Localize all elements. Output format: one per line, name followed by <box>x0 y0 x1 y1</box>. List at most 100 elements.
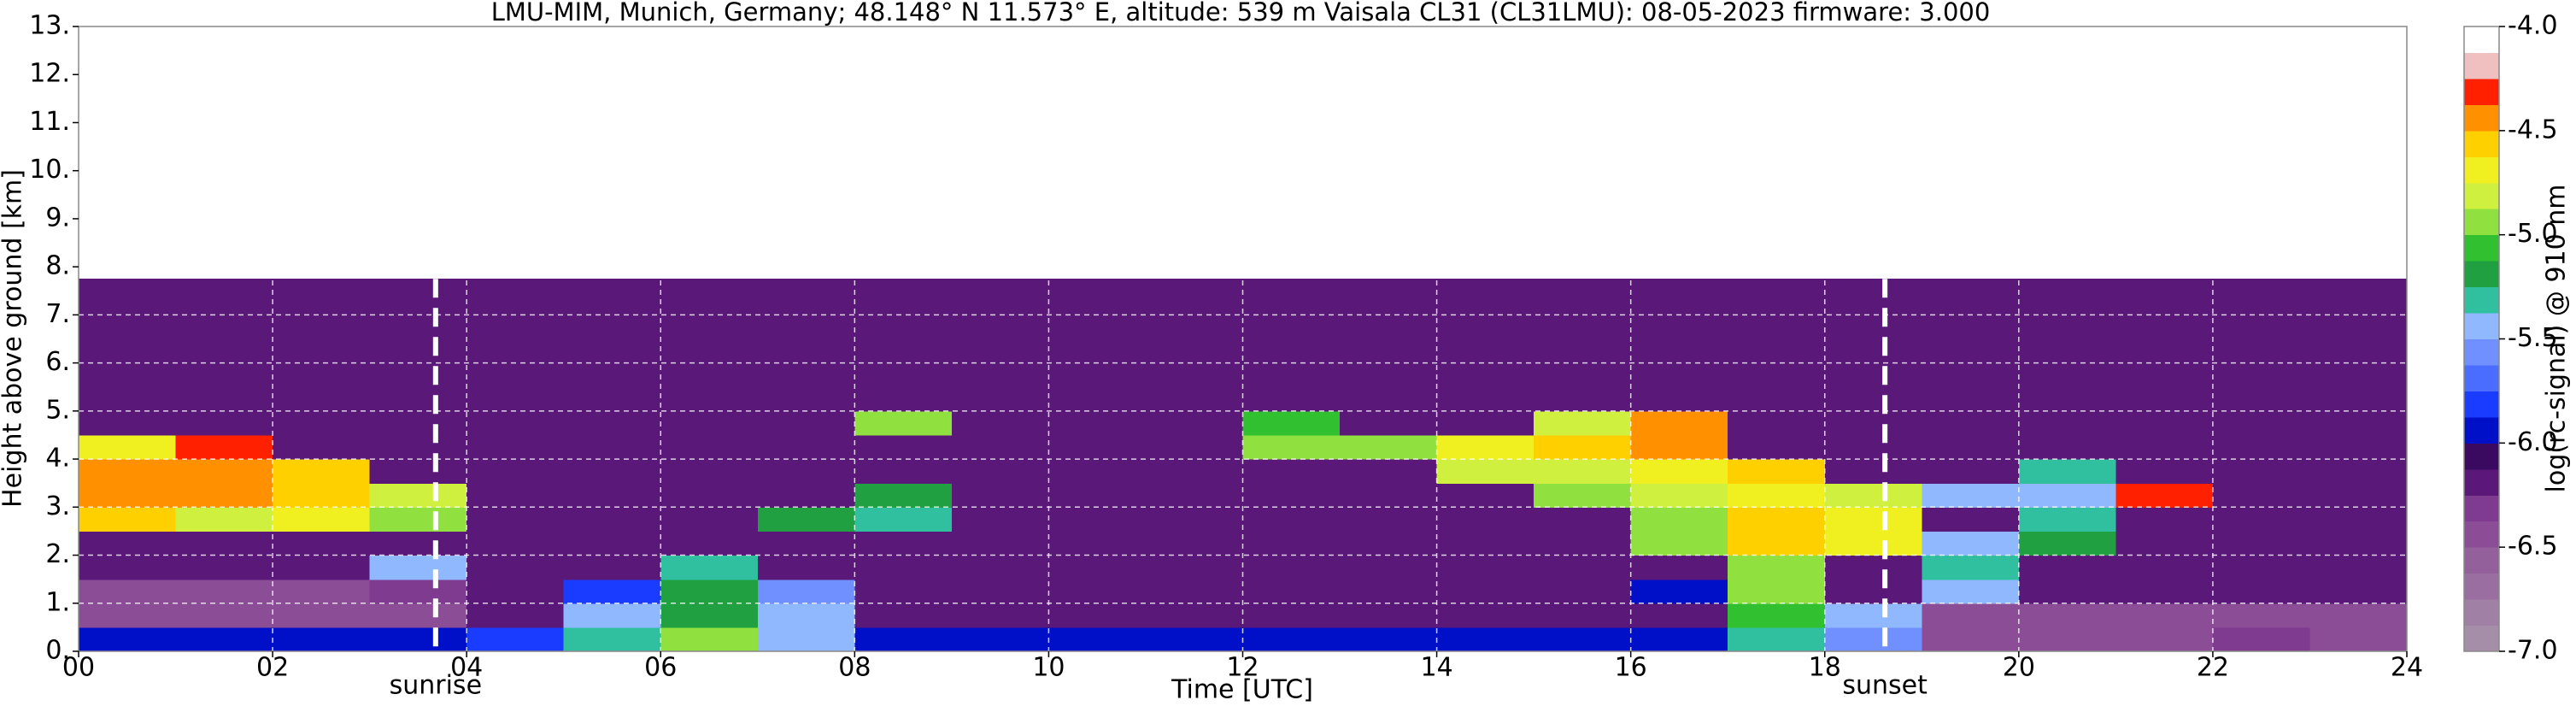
heatmap-cell <box>273 579 371 604</box>
heatmap-cell <box>1048 627 1147 652</box>
y-tick-label: 1. <box>45 587 70 617</box>
heatmap-cell <box>466 459 565 484</box>
heatmap-cell <box>1340 338 1438 364</box>
heatmap-cell <box>466 483 565 508</box>
heatmap-cell <box>1436 531 1534 556</box>
heatmap-cell <box>1728 603 1826 628</box>
heatmap-cell <box>757 386 855 412</box>
heatmap-cell <box>2309 555 2408 580</box>
heatmap-cell <box>1242 555 1341 580</box>
heatmap-cell <box>175 386 273 412</box>
colorbar-swatch <box>2464 78 2499 105</box>
heatmap-cell <box>1048 483 1147 508</box>
heatmap-cell <box>1824 627 1922 652</box>
heatmap-cell <box>660 627 759 652</box>
heatmap-cell <box>1630 338 1728 364</box>
heatmap-cell <box>2212 483 2311 508</box>
heatmap-cell <box>2212 386 2311 412</box>
y-tick-label: 0. <box>45 636 70 666</box>
heatmap-cell <box>1534 338 1632 364</box>
heatmap-cell <box>1824 386 1922 412</box>
heatmap-cell <box>2018 410 2116 436</box>
colorbar-swatch <box>2464 338 2499 366</box>
heatmap-cell <box>2115 338 2214 364</box>
heatmap-cell <box>1824 315 1922 340</box>
heatmap-cell <box>1048 315 1147 340</box>
heatmap-cell <box>466 386 565 412</box>
heatmap-cell <box>1145 555 1244 580</box>
heatmap-cell <box>1242 627 1341 652</box>
heatmap-cell <box>660 483 759 508</box>
y-tick-label: 2. <box>45 539 70 569</box>
heatmap-cell <box>1534 507 1632 532</box>
heatmap-cell <box>563 603 661 628</box>
heatmap-cell <box>951 338 1050 364</box>
heatmap-cell <box>563 627 661 652</box>
y-tick-label: 12. <box>29 59 70 89</box>
heatmap-cell <box>79 459 177 484</box>
heatmap-cell <box>1436 459 1534 484</box>
heatmap-cell <box>563 291 661 315</box>
x-tick-label: 10 <box>1032 653 1065 683</box>
heatmap-cell <box>466 434 565 460</box>
heatmap-cell <box>757 579 855 604</box>
heatmap-cell <box>175 603 273 628</box>
colorbar-tick-label: -4.0 <box>2508 11 2558 41</box>
x-tick-label: 20 <box>2003 653 2035 683</box>
y-tick-label: 3. <box>45 491 70 521</box>
heatmap-cell <box>1824 603 1922 628</box>
heatmap-cell <box>1922 315 2020 340</box>
x-axis-label: Time [UTC] <box>1171 675 1313 705</box>
heatmap-cell <box>1824 507 1922 532</box>
heatmap-cell <box>1436 434 1534 460</box>
heatmap-cell <box>854 459 953 484</box>
heatmap-cell <box>1534 362 1632 388</box>
heatmap-cell <box>2212 434 2311 460</box>
heatmap-cell <box>1630 507 1728 532</box>
annotation-label: sunset <box>1842 671 1928 701</box>
heatmap-cell <box>1728 531 1826 556</box>
colorbar-swatch <box>2464 313 2499 339</box>
heatmap-cell <box>660 579 759 604</box>
colorbar-swatch <box>2464 209 2499 236</box>
heatmap-cell <box>2115 279 2214 291</box>
heatmap-cell <box>1728 579 1826 604</box>
heatmap-cell <box>1824 531 1922 556</box>
heatmap-cell <box>757 555 855 580</box>
heatmap-cell <box>1145 386 1244 412</box>
heatmap-cell <box>757 459 855 484</box>
heatmap-cell <box>1630 603 1728 628</box>
heatmap-cell <box>757 338 855 364</box>
heatmap-cell <box>2212 315 2311 340</box>
heatmap-cell <box>854 291 953 315</box>
heatmap-cell <box>1922 579 2020 604</box>
heatmap-cell <box>1242 362 1341 388</box>
heatmap-cell <box>273 338 371 364</box>
heatmap-cell <box>1145 279 1244 291</box>
colorbar-swatch <box>2464 391 2499 418</box>
heatmap-cell <box>2309 507 2408 532</box>
heatmap-cell <box>2115 627 2214 652</box>
heatmap-cell <box>2212 459 2311 484</box>
heatmap-cell <box>79 386 177 412</box>
heatmap-cell <box>1242 603 1341 628</box>
heatmap-cell <box>1145 531 1244 556</box>
heatmap-cell <box>273 627 371 652</box>
heatmap-cell <box>369 507 467 532</box>
heatmap-cell <box>1145 410 1244 436</box>
heatmap-cell <box>466 531 565 556</box>
heatmap-cell <box>854 434 953 460</box>
heatmap-cell <box>2309 627 2408 652</box>
heatmap-cell <box>466 279 565 291</box>
heatmap-cell <box>660 386 759 412</box>
heatmap-cell <box>1048 507 1147 532</box>
heatmap-cell <box>79 291 177 315</box>
heatmap-cell <box>1728 434 1826 460</box>
heatmap-cell <box>2115 579 2214 604</box>
heatmap-cell <box>175 579 273 604</box>
heatmap-cell <box>79 555 177 580</box>
heatmap-cell <box>1340 434 1438 460</box>
heatmap-cell <box>854 555 953 580</box>
colorbar-swatch <box>2464 495 2499 522</box>
heatmap-cell <box>660 603 759 628</box>
